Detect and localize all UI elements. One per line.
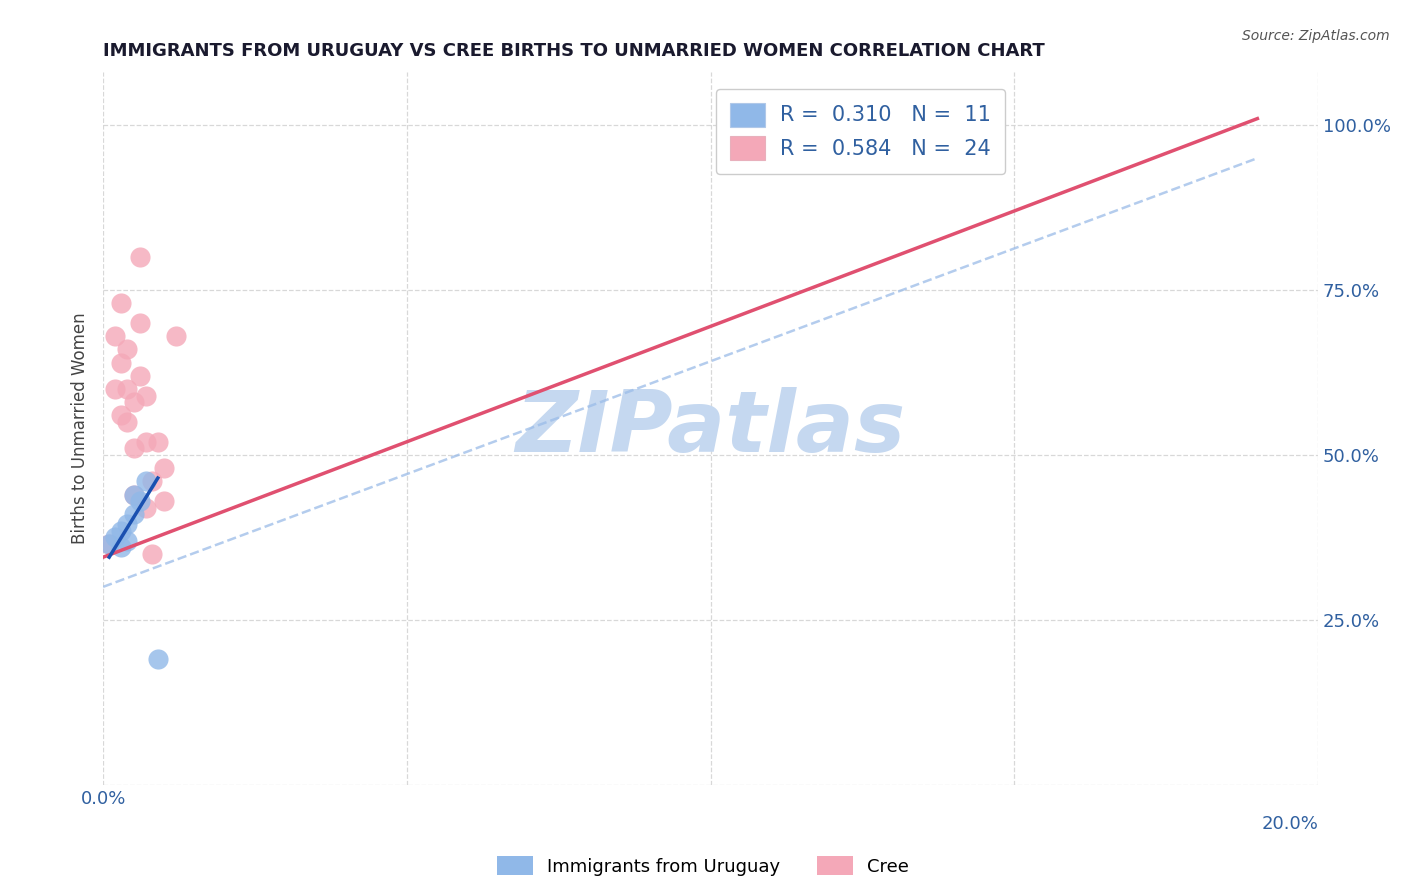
Point <box>153 461 176 475</box>
Point <box>110 409 132 423</box>
Point <box>135 388 157 402</box>
Point <box>135 475 157 489</box>
Legend: R =  0.310   N =  11, R =  0.584   N =  24: R = 0.310 N = 11, R = 0.584 N = 24 <box>716 89 1005 174</box>
Point <box>135 500 157 515</box>
Point <box>122 487 145 501</box>
Text: IMMIGRANTS FROM URUGUAY VS CREE BIRTHS TO UNMARRIED WOMEN CORRELATION CHART: IMMIGRANTS FROM URUGUAY VS CREE BIRTHS T… <box>103 42 1045 60</box>
Point <box>165 329 187 343</box>
Point <box>98 537 121 551</box>
Point <box>141 547 163 561</box>
Text: ZIPatlas: ZIPatlas <box>516 387 905 470</box>
Point <box>104 530 127 544</box>
Point <box>153 494 176 508</box>
Point <box>110 296 132 310</box>
Text: Source: ZipAtlas.com: Source: ZipAtlas.com <box>1241 29 1389 43</box>
Point <box>117 533 139 548</box>
Y-axis label: Births to Unmarried Women: Births to Unmarried Women <box>72 313 89 544</box>
Text: 20.0%: 20.0% <box>1261 815 1319 833</box>
Point <box>110 524 132 538</box>
Point <box>98 537 121 551</box>
Point <box>104 329 127 343</box>
Point <box>110 356 132 370</box>
Point <box>128 494 150 508</box>
Point <box>117 343 139 357</box>
Point <box>141 475 163 489</box>
Point <box>117 415 139 429</box>
Point <box>135 434 157 449</box>
Point <box>128 316 150 330</box>
Legend: Immigrants from Uruguay, Cree: Immigrants from Uruguay, Cree <box>489 849 917 883</box>
Point <box>117 517 139 532</box>
Point <box>104 382 127 396</box>
Point <box>146 434 169 449</box>
Point <box>128 368 150 383</box>
Point <box>122 508 145 522</box>
Point <box>122 395 145 409</box>
Point <box>110 541 132 555</box>
Point <box>128 250 150 264</box>
Point <box>146 652 169 666</box>
Point <box>122 442 145 456</box>
Point <box>122 487 145 501</box>
Point <box>117 382 139 396</box>
